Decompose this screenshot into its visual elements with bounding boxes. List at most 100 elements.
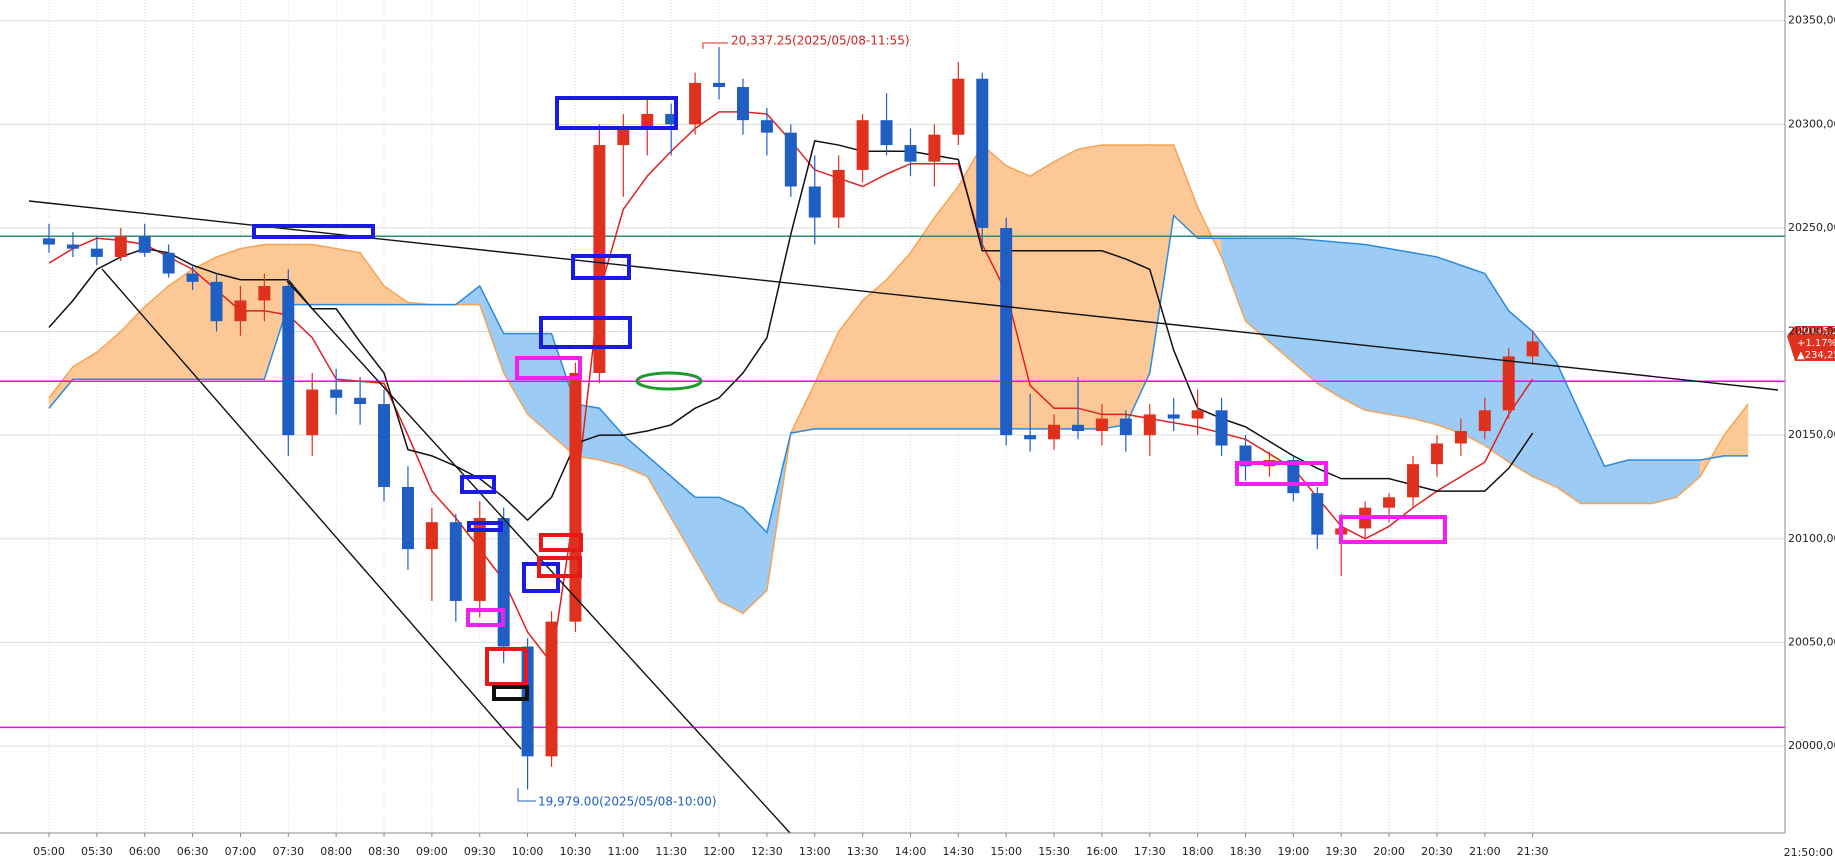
box	[467, 521, 503, 532]
candle-body	[545, 621, 558, 757]
box	[1235, 461, 1328, 486]
candle-body	[952, 78, 965, 135]
cloud-fill	[1269, 238, 1294, 364]
x-tick-label: 09:30	[464, 845, 496, 858]
candle-body	[665, 113, 678, 125]
x-tick-label: 19:00	[1278, 845, 1310, 858]
candle-body	[1071, 424, 1084, 432]
candle-body	[880, 120, 893, 146]
note-leader	[702, 42, 728, 49]
x-tick-label: 15:00	[990, 845, 1022, 858]
box	[460, 475, 496, 494]
candle-body	[258, 285, 271, 301]
cloud-fill	[168, 268, 193, 380]
cloud-fill	[1340, 242, 1366, 411]
x-tick-label: 10:30	[560, 845, 592, 858]
cloud-fill	[1364, 244, 1390, 415]
cloud-fill	[1436, 256, 1462, 434]
price-tag-text: +1.17%	[1797, 338, 1835, 349]
cloud-line	[48, 213, 1749, 535]
candle-body	[928, 134, 941, 162]
box	[1339, 515, 1447, 544]
candle-body	[306, 389, 319, 436]
candle-body	[641, 113, 654, 129]
x-tick-label: 08:00	[320, 845, 352, 858]
candle-body	[1024, 435, 1037, 440]
candle-body	[210, 281, 223, 322]
candle-body	[1526, 341, 1539, 357]
x-tick-label: 07:00	[225, 845, 257, 858]
x-tick-label: 05:00	[33, 845, 65, 858]
ellipse	[635, 371, 703, 391]
x-tick-label: 18:30	[1230, 845, 1262, 858]
y-tick-label: 20100,00	[1788, 532, 1835, 545]
candle-body	[1215, 410, 1228, 446]
candle-body	[689, 82, 702, 125]
y-tick-label: 20300,00	[1788, 117, 1835, 130]
box	[515, 356, 582, 380]
cloud-fill	[48, 366, 74, 409]
cloud-fill	[1652, 459, 1677, 504]
box	[252, 224, 375, 239]
x-tick-label: 20:30	[1421, 845, 1453, 858]
candle-body	[808, 186, 821, 218]
price-tag	[1787, 326, 1835, 361]
cloud-fill	[910, 216, 935, 430]
x-tick-label: 07:30	[272, 845, 304, 858]
cloud-fill	[694, 497, 720, 602]
cloud-fill	[1412, 252, 1438, 426]
candle-body	[234, 300, 247, 322]
x-tick-label: 10:00	[512, 845, 544, 858]
candle-body	[713, 82, 726, 88]
note-leader	[517, 788, 536, 802]
candle-body	[473, 518, 486, 601]
candle-body	[1143, 414, 1156, 436]
x-tick-label: 12:00	[703, 845, 735, 858]
candle-body	[282, 285, 295, 436]
cloud-fill	[1245, 238, 1270, 343]
cloud-fill	[718, 496, 744, 614]
candle-body	[1478, 410, 1491, 432]
candle-body	[736, 87, 749, 121]
candle-body	[1407, 464, 1420, 498]
candle-body	[593, 145, 606, 373]
candle-body	[66, 244, 79, 249]
trend-line	[101, 268, 522, 750]
cloud-fill	[479, 285, 504, 374]
cloud-fill	[1628, 459, 1653, 504]
candle-body	[1430, 443, 1443, 465]
price-tag-text: ▲234,25	[1797, 350, 1835, 361]
candle-body	[497, 518, 510, 647]
price-axis	[1785, 0, 1835, 864]
x-tick-label: 13:30	[847, 845, 879, 858]
candle-body	[617, 128, 630, 146]
cloud-fill	[862, 279, 887, 430]
cloud-fill	[1053, 148, 1079, 430]
x-tick-label: 14:00	[895, 845, 927, 858]
cloud-fill	[742, 507, 768, 614]
x-tick-label: 16:00	[1086, 845, 1118, 858]
cloud-fill	[1388, 248, 1414, 419]
candle-body	[425, 522, 438, 550]
x-tick-label: 14:30	[942, 845, 974, 858]
x-tick-label: 11:00	[607, 845, 639, 858]
cloud-fill	[72, 351, 98, 380]
candle-body	[1454, 431, 1467, 444]
y-tick-label: 20350,00	[1788, 14, 1835, 27]
candle-body	[114, 236, 127, 257]
cloud-fill	[1317, 240, 1342, 399]
candle-body	[1383, 497, 1396, 508]
x-tick-label: 06:30	[177, 845, 209, 858]
box	[539, 316, 632, 349]
candle-body	[832, 169, 845, 218]
x-tick-label: 11:30	[655, 845, 687, 858]
candle-body	[1000, 227, 1013, 436]
candle-body	[569, 372, 582, 622]
y-tick-label: 20250,00	[1788, 221, 1835, 234]
box	[555, 96, 678, 130]
cloud-fill	[1293, 238, 1318, 384]
cloud-fill	[1675, 459, 1701, 498]
price-tag-text: 20195,25	[1797, 326, 1835, 337]
candle-body	[354, 397, 367, 405]
